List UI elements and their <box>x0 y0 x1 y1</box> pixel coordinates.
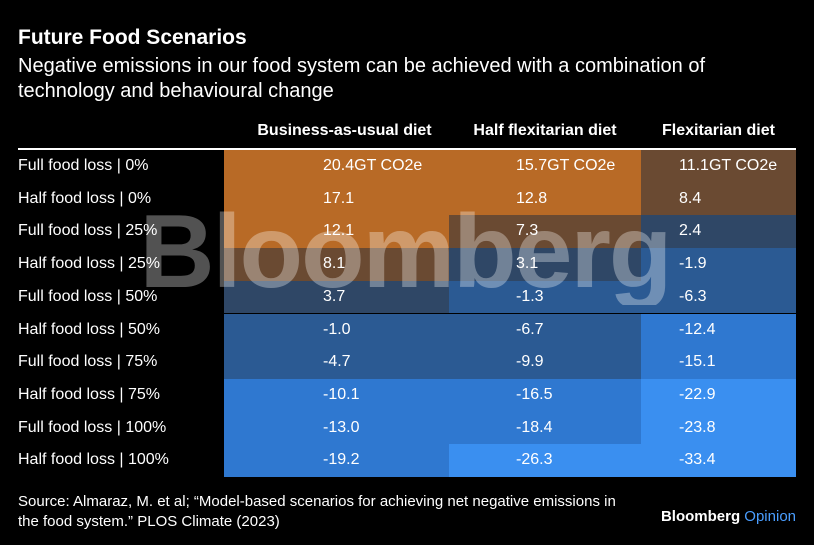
heatmap-cell-half-flexitarian <box>449 280 641 314</box>
heatmap-cell-business-as-usual <box>224 444 449 477</box>
logo-brand: Bloomberg <box>660 508 741 525</box>
data-label: -13.0 <box>323 418 360 436</box>
data-label: -10.1 <box>323 385 360 403</box>
heatmap-cell-flexitarian <box>641 150 796 183</box>
data-label: 8.1 <box>323 255 346 273</box>
data-label: -23.8 <box>679 418 716 436</box>
row-label: Half food loss | 25% <box>18 255 161 273</box>
logo-section: Opinion <box>744 508 796 525</box>
data-label: -1.3 <box>516 287 544 305</box>
chart-subtitle: Negative emissions in our food system ca… <box>18 55 706 102</box>
heatmap-cell-half-flexitarian <box>449 313 641 347</box>
row-label: Half food loss | 75% <box>18 385 161 403</box>
data-label: -26.3 <box>516 451 553 469</box>
heatmap-cell-half-flexitarian <box>449 150 641 183</box>
column-header-business-as-usual: Business-as-usual diet <box>257 122 432 139</box>
heatmap-cell-business-as-usual <box>224 346 449 379</box>
data-label: 11.1GT CO2e <box>679 157 778 174</box>
data-label: -1.9 <box>679 255 707 273</box>
table-row: Full food loss | 25% 12.1 7.3 2.4 <box>0 215 814 249</box>
data-label: 20.4GT CO2e <box>323 157 423 174</box>
row-label: Full food loss | 0% <box>18 157 149 174</box>
column-headers: Business-as-usual diet Half flexitarian … <box>0 120 814 142</box>
heatmap-cell-business-as-usual <box>224 280 449 314</box>
data-label: -9.9 <box>516 353 544 371</box>
source-note: Source: Almaraz, M. et al; “Model-based … <box>18 493 616 530</box>
table-row: Full food loss | 100% -13.0 -18.4 -23.8 <box>0 411 814 445</box>
data-label: 2.4 <box>679 222 702 240</box>
data-label: -19.2 <box>323 451 360 469</box>
heatmap-cell-business-as-usual <box>224 215 449 249</box>
row-label: Half food loss | 0% <box>18 189 152 207</box>
heatmap-cell-half-flexitarian <box>449 444 641 477</box>
table-row: Half food loss | 75% -10.1 -16.5 -22.9 <box>0 378 814 412</box>
heatmap-cell-business-as-usual <box>224 378 449 412</box>
data-label: 7.3 <box>516 222 539 240</box>
data-label: 12.1 <box>323 222 355 240</box>
data-label: 15.7GT CO2e <box>516 157 616 174</box>
heatmap-cell-half-flexitarian <box>449 215 641 249</box>
heatmap-cell-flexitarian <box>641 444 796 477</box>
heatmap-cell-flexitarian <box>641 411 796 445</box>
row-label: Half food loss | 100% <box>18 451 169 469</box>
heatmap-cell-half-flexitarian <box>449 346 641 379</box>
table-row: Full food loss | 0% 20.4GT CO2e 15.7GT CO2… <box>0 150 814 183</box>
heatmap-cell-half-flexitarian <box>449 411 641 445</box>
heatmap-cell-flexitarian <box>641 280 796 314</box>
header-divider <box>18 148 796 150</box>
data-label: -16.5 <box>516 385 553 403</box>
heatmap-cell-business-as-usual <box>224 182 449 216</box>
data-label: -33.4 <box>679 451 716 469</box>
data-label: -15.1 <box>679 353 716 371</box>
table-row: Half food loss | 50% -1.0 -6.7 -12.4 <box>0 313 814 347</box>
heatmap-cell-flexitarian <box>641 215 796 249</box>
table-row: Half food loss | 25% 8.1 3.1 -1.9 <box>0 248 814 281</box>
row-label: Half food loss | 50% <box>18 320 161 338</box>
table-row: Full food loss | 50% 3.7 -1.3 -6.3 <box>0 280 814 314</box>
column-header-flexitarian: Flexitarian diet <box>662 122 775 139</box>
bloomberg-opinion-logo: Bloomberg Opinion <box>661 508 796 525</box>
heatmap-cell-half-flexitarian <box>449 182 641 216</box>
heatmap-cell-business-as-usual <box>224 313 449 347</box>
data-label: -18.4 <box>516 418 553 436</box>
data-label: 3.7 <box>323 287 346 305</box>
row-label: Full food loss | 75% <box>18 353 158 371</box>
data-label: 17.1 <box>323 189 355 207</box>
row-label: Full food loss | 50% <box>18 287 158 305</box>
heatmap-cell-flexitarian <box>641 313 796 347</box>
data-label: -6.3 <box>679 287 707 305</box>
heatmap-cell-flexitarian <box>641 248 796 281</box>
heatmap-cell-business-as-usual <box>224 411 449 445</box>
row-label: Full food loss | 100% <box>18 418 167 436</box>
chart-title: Future Food Scenarios <box>18 26 247 49</box>
data-label: -12.4 <box>679 320 716 338</box>
data-label: 12.8 <box>516 189 548 207</box>
heatmap-cell-flexitarian <box>641 378 796 412</box>
heatmap-cell-half-flexitarian <box>449 378 641 412</box>
data-label: 8.4 <box>679 189 702 207</box>
data-label: -6.7 <box>516 320 544 338</box>
table-row: Half food loss | 0% 17.1 12.8 8.4 <box>0 182 814 216</box>
data-label: -22.9 <box>679 385 716 403</box>
heatmap-cell-business-as-usual <box>224 248 449 281</box>
data-label: 3.1 <box>516 255 539 273</box>
heatmap-cell-business-as-usual <box>224 150 449 183</box>
heatmap-cell-half-flexitarian <box>449 248 641 281</box>
table-row: Full food loss | 75% -4.7 -9.9 -15.1 <box>0 346 814 379</box>
heatmap-cell-flexitarian <box>641 346 796 379</box>
heatmap-cell-flexitarian <box>641 182 796 216</box>
data-label: -1.0 <box>323 320 351 338</box>
column-header-half-flexitarian: Half flexitarian diet <box>473 122 617 139</box>
table-row: Half food loss | 100% -19.2 -26.3 -33.4 <box>0 444 814 477</box>
row-label: Full food loss | 25% <box>18 222 158 240</box>
heatmap-table: Full food loss | 0% 20.4GT CO2e 15.7GT CO2… <box>0 150 814 477</box>
data-label: -4.7 <box>323 353 351 371</box>
